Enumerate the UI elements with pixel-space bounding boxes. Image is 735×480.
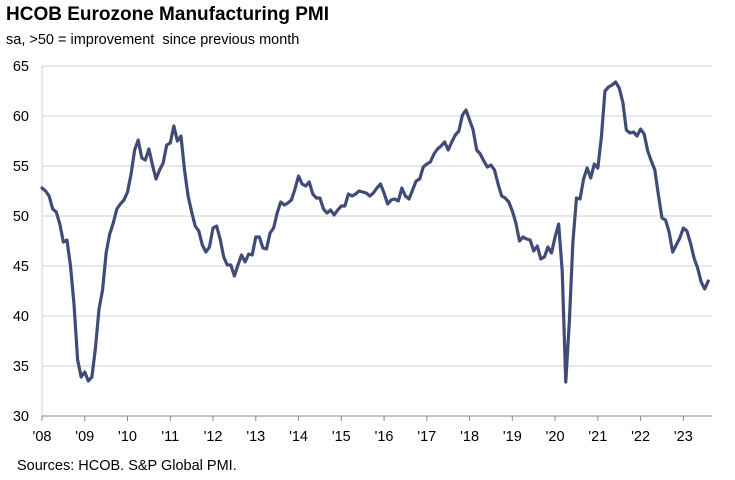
y-tick-label-45: 45 [13, 259, 29, 275]
series-layer [40, 80, 710, 384]
chart-source-note: Sources: HCOB. S&P Global PMI. [17, 458, 237, 474]
x-tick-label-2017: '17 [417, 429, 436, 445]
y-tick-label-35: 35 [13, 359, 29, 375]
series-line-0 [40, 80, 710, 384]
x-tick-label-2011: '11 [161, 429, 179, 445]
x-tick-label-2009: '09 [75, 429, 94, 445]
x-tick-label-2014: '14 [289, 429, 308, 445]
y-tick-label-40: 40 [13, 309, 29, 325]
y-tick-label-30: 30 [13, 409, 29, 425]
y-tick-label-55: 55 [13, 159, 29, 175]
x-tick-label-2015: '15 [332, 429, 351, 445]
x-tick-label-2012: '12 [204, 429, 223, 445]
y-axis-ticks: 30 35 40 45 50 55 60 65 [13, 59, 29, 425]
gridlines [42, 65, 712, 367]
x-tick-label-2010: '10 [118, 429, 137, 445]
x-tick-label-2018: '18 [460, 429, 479, 445]
x-axis: '08 '09 '10 '11 '12 '13 '14 '15 '16 '17 '18 '19 '20 '… [33, 66, 712, 445]
x-tick-label-2023: '23 [674, 429, 693, 445]
x-tick-label-2022: '22 [631, 429, 650, 445]
y-tick-label-65: 65 [13, 59, 29, 75]
x-tick-label-2013: '13 [246, 429, 265, 445]
y-tick-label-60: 60 [13, 109, 29, 125]
x-tick-label-2019: '19 [503, 429, 522, 445]
x-tick-label-2008: '08 [33, 429, 52, 445]
x-tick-label-2016: '16 [375, 429, 394, 445]
x-tick-label-2021: '21 [588, 429, 607, 445]
x-tick-label-2020: '20 [546, 429, 565, 445]
chart-subtitle: sa, >50 = improvement since previous mon… [6, 32, 300, 48]
y-tick-label-50: 50 [13, 209, 29, 225]
chart-title: HCOB Eurozone Manufacturing PMI [6, 4, 329, 25]
